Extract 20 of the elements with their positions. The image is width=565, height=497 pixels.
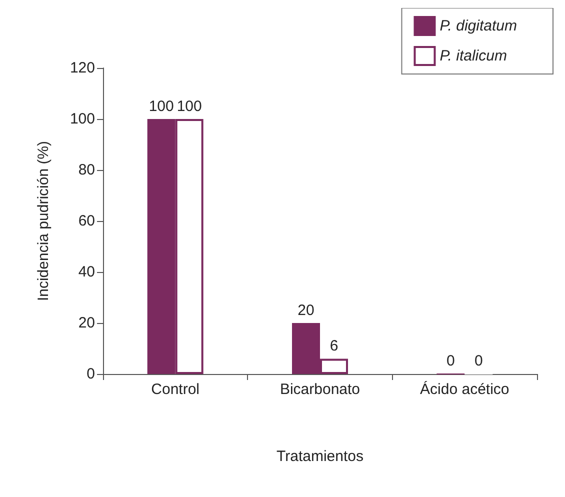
legend-label: P. digitatum — [440, 18, 518, 34]
x-axis-title: Tratamientos — [276, 448, 364, 465]
data-label: 6 — [330, 338, 338, 355]
y-tick-label: 20 — [78, 314, 95, 332]
y-tick-label: 80 — [78, 162, 95, 178]
legend-label: P. italicum — [440, 48, 507, 64]
data-label: 0 — [474, 352, 483, 370]
data-label: 0 — [446, 352, 455, 370]
x-tick-label: Control — [151, 381, 200, 398]
data-label: 20 — [298, 302, 314, 319]
x-tick-label: Bicarbonato — [280, 381, 360, 398]
y-tick-label: 120 — [70, 60, 95, 76]
y-tick-label: 40 — [78, 264, 95, 280]
data-label: 100 — [148, 98, 174, 115]
y-tick-label: 60 — [78, 212, 95, 230]
y-tick-label: 0 — [86, 366, 95, 382]
y-axis-title: Incidencia pudrición (%) — [35, 140, 52, 302]
data-label: 100 — [176, 98, 202, 115]
x-tick-label: Ácido acético — [420, 380, 510, 398]
y-tick-label: 100 — [70, 110, 95, 128]
